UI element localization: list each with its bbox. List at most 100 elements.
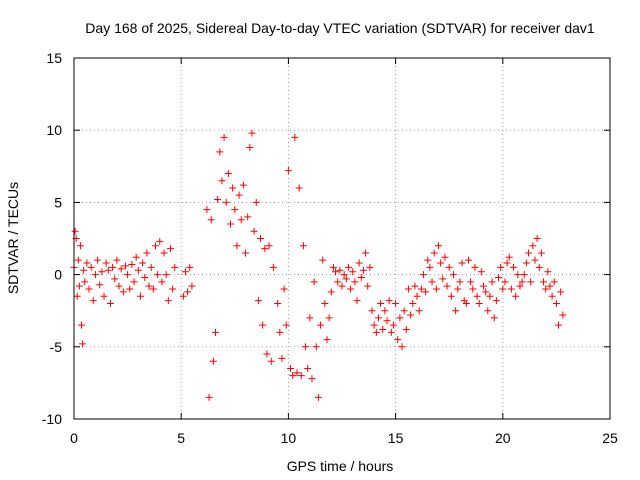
data-point [377,299,385,307]
data-point [154,271,162,279]
y-tick-label: 0 [54,267,62,283]
data-point [242,249,250,257]
data-point [186,263,194,271]
data-point [312,343,320,351]
data-point [426,263,434,271]
data-point [218,177,226,185]
data-point [89,297,97,305]
data-point [80,266,88,274]
data-point [269,263,277,271]
data-point [261,245,269,253]
x-tick-label: 20 [495,430,511,446]
data-point [289,372,297,380]
data-point [344,263,352,271]
data-point [475,299,483,307]
data-point [233,242,241,250]
data-point [518,278,526,286]
data-point [404,285,412,293]
x-tick-label: 25 [602,430,618,446]
data-point [291,133,299,141]
data-point [257,235,265,242]
data-point [445,263,453,271]
data-point [488,278,496,286]
data-point [81,278,89,286]
data-point [503,259,511,267]
data-point [79,340,87,348]
data-point [263,350,271,358]
data-point [117,265,125,273]
data-point [162,271,170,279]
data-point [109,263,117,271]
data-point [372,328,380,336]
data-point [411,282,419,290]
data-point [278,354,286,362]
data-point [310,278,318,286]
grid-lines [74,58,610,419]
data-point [537,249,545,257]
data-point [507,285,515,293]
data-point [351,278,359,286]
data-point [280,285,288,293]
data-point [299,242,307,250]
data-point [458,259,466,267]
data-point [422,288,430,296]
data-point [522,259,530,267]
data-point [535,263,543,271]
data-point [207,216,215,224]
data-point [486,292,494,300]
data-point [244,213,252,221]
x-tick-label: 0 [70,430,78,446]
data-point [73,292,81,300]
y-tick-label: 5 [54,194,62,210]
data-point [327,288,335,296]
data-point [443,282,451,290]
data-point [415,307,423,315]
data-point [336,266,344,274]
data-point [452,307,460,315]
data-point [381,307,389,315]
data-point [557,288,565,296]
data-point [203,206,211,214]
data-point [151,242,159,250]
data-point [428,278,436,286]
data-point [482,288,490,296]
data-point [389,321,397,329]
data-point [462,299,470,307]
data-point [220,133,228,141]
data-point [542,285,550,293]
data-point [347,285,355,293]
data-point [514,271,522,279]
data-point [492,297,500,305]
data-point [83,259,91,267]
x-axis-label: GPS time / hours [287,458,394,474]
data-point [332,268,340,276]
data-point [106,299,114,307]
data-point [325,314,333,322]
data-point [94,256,102,264]
data-point [91,271,99,279]
data-point [75,282,83,290]
data-point [473,292,481,300]
data-point [250,227,258,235]
data-point [121,262,129,270]
data-point [128,260,136,268]
data-point [374,314,382,322]
data-point [98,268,106,276]
data-point [287,364,295,372]
data-point [432,285,440,293]
data-point [321,299,329,307]
data-point [111,275,119,283]
data-point [100,292,108,300]
data-point [548,292,556,300]
data-point [126,285,134,293]
data-point [383,317,391,325]
data-point [304,364,312,372]
data-point [546,282,554,290]
data-point [293,369,301,377]
data-point [555,321,563,329]
data-point [166,245,174,253]
data-point [559,311,567,319]
data-point [130,278,138,286]
data-point [132,253,140,261]
data-point [169,285,177,293]
